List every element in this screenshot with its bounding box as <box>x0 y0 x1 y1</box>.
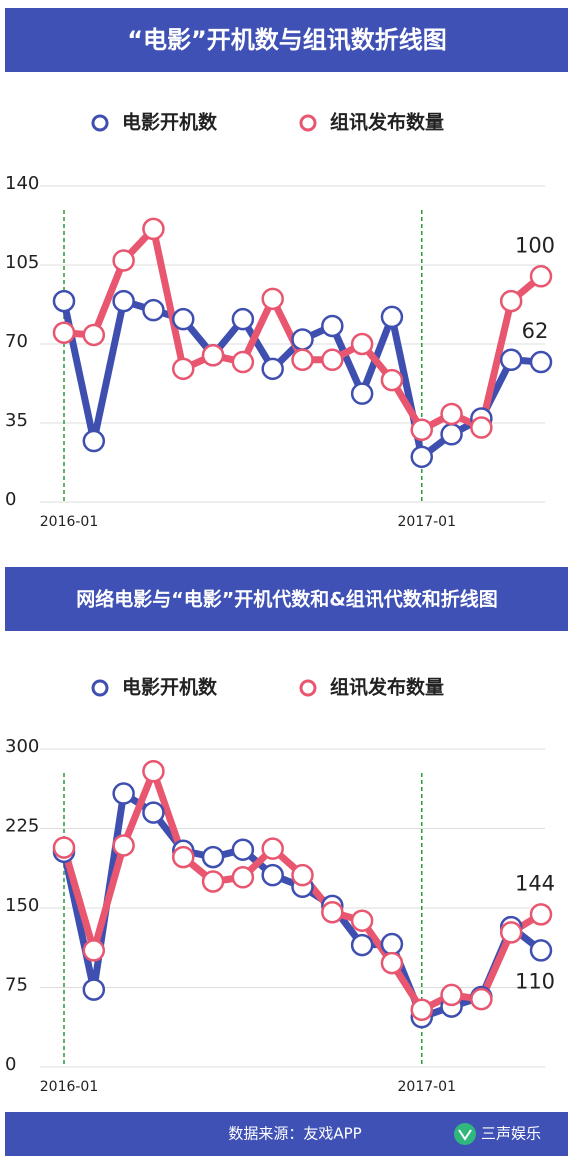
data-point <box>231 350 255 374</box>
data-point <box>529 903 553 926</box>
x-tick-label: 2017-01 <box>398 514 457 530</box>
data-point <box>350 933 374 957</box>
data-point <box>470 987 493 1011</box>
brand-logo <box>454 1123 476 1145</box>
data-point <box>499 921 523 944</box>
y-tick-label: 75 <box>5 975 28 996</box>
data-point <box>529 350 553 374</box>
data-label: 144 <box>515 871 555 895</box>
x-tick-label: 2016-01 <box>40 514 99 530</box>
data-point <box>201 845 225 869</box>
legend-marker <box>299 114 317 132</box>
data-point <box>142 217 165 241</box>
data-label: 110 <box>515 969 555 993</box>
data-point <box>291 863 314 887</box>
data-point <box>321 900 344 924</box>
data-point <box>142 760 165 783</box>
data-point <box>261 863 284 887</box>
data-point <box>112 289 135 313</box>
data-label: 100 <box>515 233 555 257</box>
legend-label: 电影开机数 <box>122 111 218 134</box>
data-point <box>499 348 523 372</box>
y-tick-label: 70 <box>5 331 28 352</box>
data-point <box>52 321 76 344</box>
footer-brand: 三声娱乐 <box>481 1125 541 1143</box>
data-point <box>172 307 195 331</box>
data-point <box>172 357 195 381</box>
legend-marker <box>91 114 109 132</box>
footer-source: 数据来源：友戏APP <box>228 1125 361 1143</box>
chart-title: 网络电影与“电影”开机代数和&组讯代数和折线图 <box>76 588 498 611</box>
data-point <box>410 998 433 1022</box>
data-point <box>261 357 284 381</box>
data-point <box>291 328 314 351</box>
legend-label: 电影开机数 <box>122 676 218 699</box>
y-tick-label: 140 <box>5 173 39 194</box>
data-point <box>321 314 344 338</box>
data-point <box>261 287 284 311</box>
data-point <box>231 307 255 331</box>
y-tick-label: 150 <box>5 895 39 916</box>
y-tick-label: 0 <box>5 489 16 510</box>
data-point <box>112 834 135 857</box>
y-tick-label: 0 <box>5 1054 16 1075</box>
data-point <box>82 323 106 347</box>
data-point <box>142 801 165 824</box>
data-point <box>112 782 135 805</box>
series-line <box>60 790 544 1021</box>
data-point <box>201 870 225 893</box>
data-point <box>52 836 76 859</box>
legend-label: 组讯发布数量 <box>330 676 444 699</box>
data-point <box>82 939 106 962</box>
data-point <box>82 978 106 1001</box>
data-point <box>82 429 106 453</box>
data-point <box>470 416 493 439</box>
y-tick-label: 225 <box>5 816 39 837</box>
data-point <box>410 418 433 442</box>
data-point <box>52 289 76 313</box>
data-point <box>291 348 314 372</box>
y-tick-label: 105 <box>5 252 39 273</box>
data-point <box>380 305 404 329</box>
data-point <box>172 845 195 869</box>
series-line <box>60 297 542 461</box>
data-point <box>410 445 433 469</box>
data-label: 62 <box>522 319 549 343</box>
data-point <box>380 368 404 392</box>
data-point <box>380 932 404 956</box>
data-point <box>142 298 165 322</box>
title-bar <box>5 567 568 631</box>
legend-marker <box>299 679 317 697</box>
data-point <box>321 348 344 372</box>
data-point <box>529 265 553 288</box>
data-point <box>350 909 374 932</box>
data-point <box>440 402 463 426</box>
data-point <box>440 983 463 1007</box>
data-point <box>529 939 553 962</box>
legend-marker <box>91 679 109 697</box>
data-point <box>261 837 284 860</box>
data-point <box>201 344 225 367</box>
data-point <box>380 951 404 975</box>
title-bar <box>5 8 568 72</box>
x-tick-label: 2016-01 <box>40 1079 99 1095</box>
data-point <box>350 382 374 405</box>
data-point <box>231 866 255 889</box>
data-point <box>231 838 255 861</box>
y-tick-label: 300 <box>5 736 39 757</box>
data-point <box>499 289 523 313</box>
data-point <box>112 249 135 272</box>
chart-title: “电影”开机数与组讯数折线图 <box>127 26 447 54</box>
data-point <box>440 423 463 446</box>
x-tick-label: 2017-01 <box>398 1079 457 1095</box>
y-tick-label: 35 <box>5 410 28 431</box>
data-point <box>350 332 374 356</box>
legend-label: 组讯发布数量 <box>330 111 444 134</box>
brand-logo-mark <box>458 1129 472 1141</box>
